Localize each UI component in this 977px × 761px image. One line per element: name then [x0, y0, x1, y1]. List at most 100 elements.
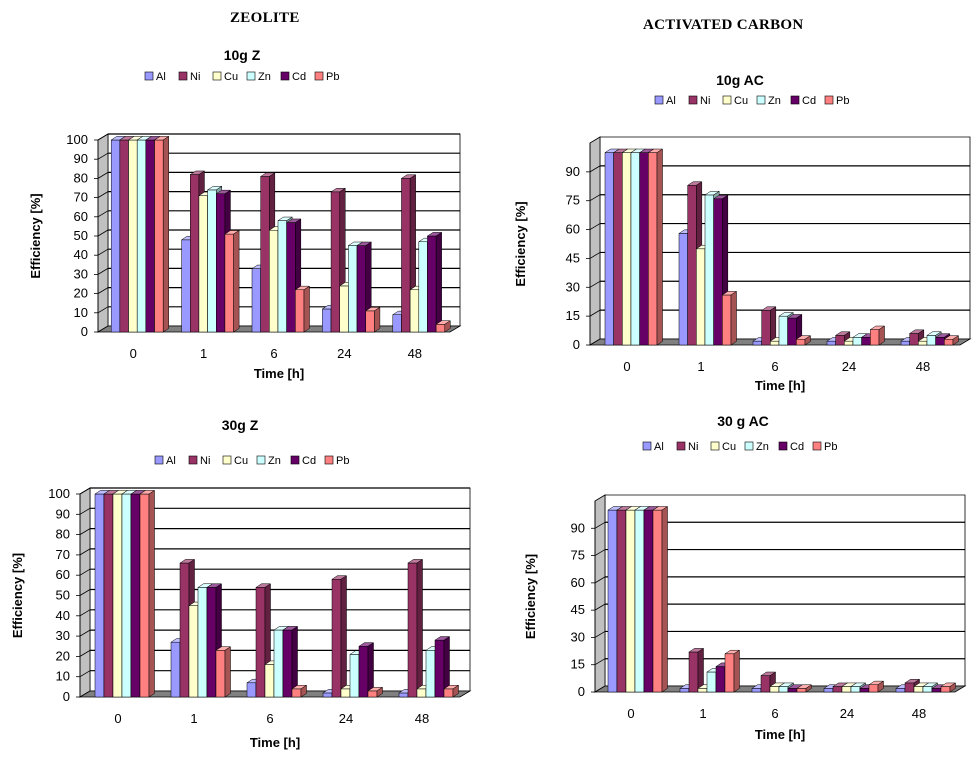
bar-front — [154, 139, 164, 333]
x-tick-label-48: 48 — [415, 711, 429, 726]
y-tick-label-100: 100 — [66, 132, 88, 147]
bar-front — [198, 195, 208, 333]
y-tick-label-0: 0 — [573, 337, 580, 352]
bar-side — [416, 558, 423, 698]
x-tick-label-6: 6 — [771, 706, 778, 721]
bar-front — [197, 587, 208, 698]
bar-front — [607, 509, 618, 693]
grid-side-70 — [97, 191, 109, 198]
y-tick-label-20: 20 — [56, 648, 70, 663]
bar-pb-48 — [940, 682, 957, 693]
bar-front — [409, 289, 420, 333]
chart-10g-zeolite: 10g Z Al Ni Cu Zn Cd Pb 0 10 20 30 40 50 60 70 80 90 100 0… — [28, 47, 462, 381]
legend-label-pb: Pb — [836, 95, 849, 107]
legend-swatch-cd — [778, 441, 788, 451]
bar-front — [331, 579, 342, 698]
bar-side — [661, 506, 668, 693]
bar-front — [679, 688, 690, 693]
legend-swatch-zn — [744, 441, 754, 451]
bar-front — [121, 493, 132, 698]
bar-pb-1 — [215, 646, 232, 698]
chart-legend: Al Ni Cu Zn Cd Pb — [144, 71, 339, 83]
bar-pb-0 — [153, 135, 170, 333]
bar-front — [787, 688, 798, 693]
x-tick-label-24: 24 — [842, 359, 856, 374]
bar-front — [179, 562, 190, 698]
grid-side-50 — [79, 589, 91, 596]
y-tick-label-90: 90 — [566, 164, 580, 179]
grid-side-30 — [589, 280, 601, 288]
bar-front — [434, 639, 445, 698]
bar-front — [130, 493, 141, 698]
legend-swatch-zn — [756, 95, 766, 105]
y-tick-label-60: 60 — [566, 222, 580, 237]
bar-front — [622, 152, 632, 346]
grid-side-15 — [589, 309, 601, 317]
x-axis-label: Time [h] — [254, 366, 304, 381]
bar-front — [751, 688, 762, 693]
bar-side — [340, 575, 347, 698]
bar-front — [616, 509, 627, 693]
bar-front — [295, 289, 305, 333]
y-tick-label-80: 80 — [74, 170, 88, 185]
bar-side — [376, 686, 383, 698]
bar-front — [260, 176, 270, 333]
bar-front — [339, 285, 349, 333]
y-tick-label-100: 100 — [48, 486, 70, 501]
bar-front — [678, 233, 688, 346]
bar-pb-6 — [795, 335, 812, 346]
bar-front — [770, 340, 780, 346]
grid-side-30 — [97, 268, 109, 275]
bar-front — [900, 340, 910, 346]
grid-side-100 — [97, 133, 109, 141]
y-tick-label-45: 45 — [571, 602, 585, 617]
bar-front — [823, 688, 834, 693]
y-tick-label-60: 60 — [571, 575, 585, 590]
bar-side — [300, 684, 307, 698]
bar-front — [216, 193, 226, 333]
legend-swatch-pb — [812, 441, 822, 451]
legend-swatch-cu — [212, 71, 222, 81]
bar-front — [136, 139, 147, 333]
x-tick-label-1: 1 — [697, 359, 704, 374]
bar-front — [224, 233, 234, 333]
y-tick-label-0: 0 — [63, 689, 70, 704]
legend-swatch-cd — [790, 95, 800, 105]
plot-side-wall — [594, 494, 606, 693]
bar-pb-48 — [443, 684, 460, 698]
bar-cd-48 — [434, 636, 451, 698]
bar-front — [401, 178, 411, 333]
legend-swatch-cu — [722, 95, 732, 105]
y-axis-label: Efficiency [%] — [523, 554, 538, 639]
legend-label-zn: Zn — [268, 455, 281, 467]
legend-swatch-zn — [256, 455, 266, 465]
legend-swatch-ni — [688, 95, 698, 105]
bar-front — [170, 641, 181, 698]
y-tick-label-40: 40 — [56, 608, 70, 623]
y-tick-label-15: 15 — [566, 308, 580, 323]
bar-pb-24 — [364, 306, 381, 333]
x-tick-label-24: 24 — [339, 711, 353, 726]
bar-pb-0 — [647, 148, 664, 346]
y-tick-label-75: 75 — [566, 193, 580, 208]
bar-side — [949, 682, 956, 693]
bar-front — [724, 653, 735, 693]
y-axis-label: Efficiency [%] — [28, 193, 43, 278]
legend-label-cd: Cd — [802, 95, 816, 107]
x-tick-label-6: 6 — [771, 359, 778, 374]
bar-side — [162, 135, 169, 333]
bar-front — [273, 629, 284, 698]
bar-side — [452, 684, 459, 698]
legend-label-cd: Cd — [302, 455, 316, 467]
bar-front — [913, 686, 924, 693]
y-axis-label: Efficiency [%] — [513, 201, 528, 286]
legend-swatch-cd — [290, 455, 300, 465]
bar-ni-1 — [688, 647, 705, 693]
x-tick-label-48: 48 — [408, 346, 422, 361]
bar-front — [850, 686, 861, 693]
bar-front — [128, 139, 138, 333]
bar-front — [904, 682, 915, 693]
grid-side-40 — [79, 609, 91, 617]
legend-swatch-zn — [246, 71, 256, 81]
y-tick-label-70: 70 — [56, 547, 70, 562]
